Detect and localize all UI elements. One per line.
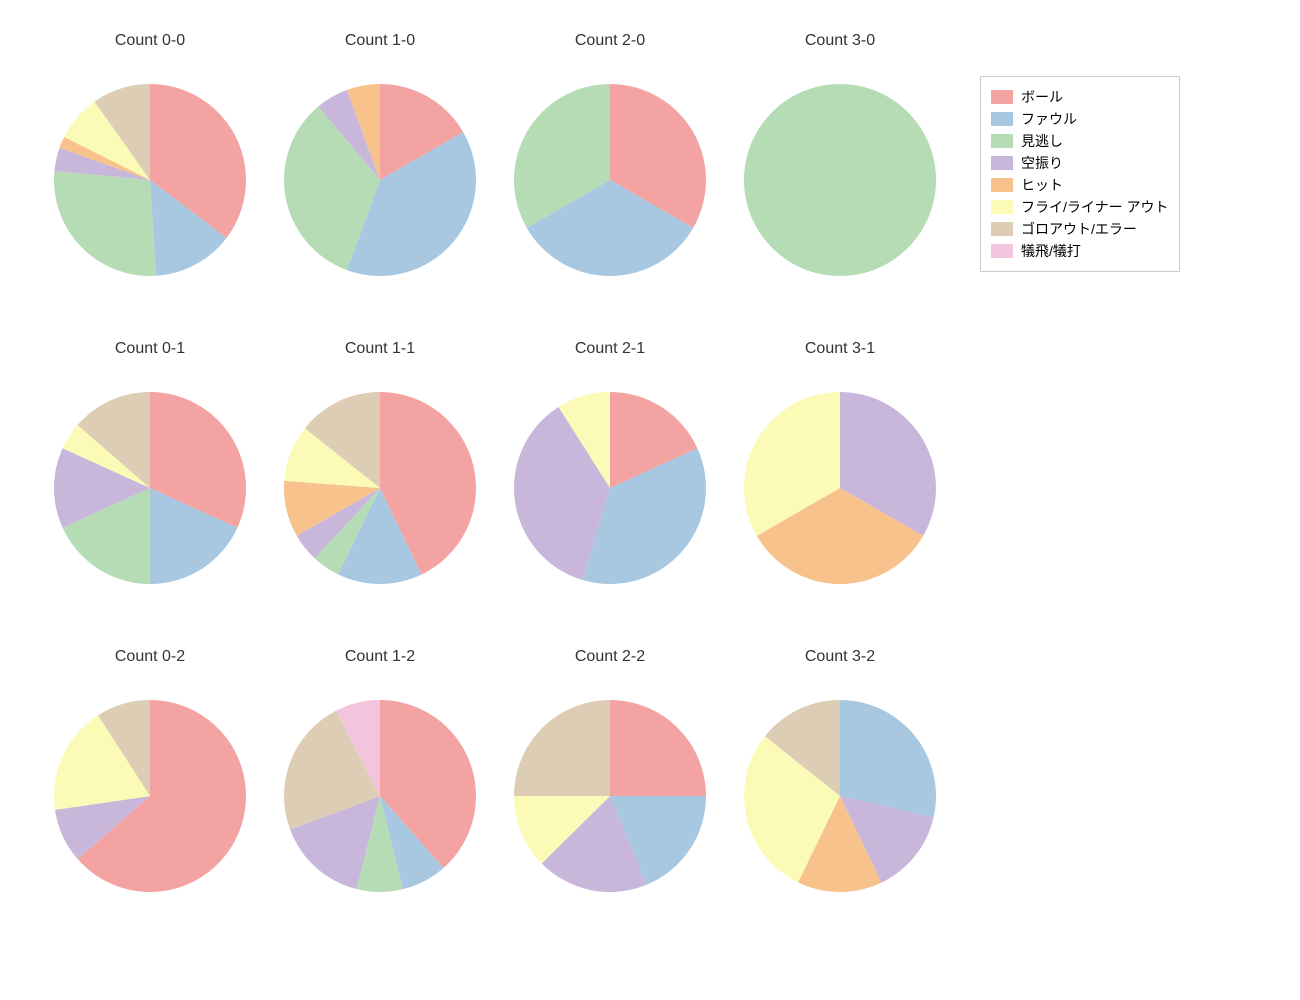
legend-label: ヒット [1021,175,1063,195]
legend-swatch [991,222,1013,236]
legend-item: ゴロアウト/エラー [991,219,1169,239]
legend-item: ボール [991,87,1169,107]
pie-chart [52,390,248,586]
pie-slice [514,700,610,796]
legend-swatch [991,90,1013,104]
pie-chart [52,82,248,278]
legend: ボールファウル見逃し空振りヒットフライ/ライナー アウトゴロアウト/エラー犠飛/… [980,76,1180,272]
pie-chart [742,390,938,586]
legend-item: 見逃し [991,131,1169,151]
legend-item: ファウル [991,109,1169,129]
pie-chart [512,698,708,894]
pie-chart [512,390,708,586]
chart-title: Count 2-2 [500,648,720,666]
pie-chart [282,698,478,894]
chart-title: Count 3-0 [730,32,950,50]
legend-label: 見逃し [1021,131,1063,151]
legend-label: 犠飛/犠打 [1021,241,1081,261]
chart-title: Count 0-0 [40,32,260,50]
legend-swatch [991,178,1013,192]
legend-item: 空振り [991,153,1169,173]
pie-chart [512,82,708,278]
pie-chart [282,390,478,586]
pie-slice [744,84,936,276]
legend-item: 犠飛/犠打 [991,241,1169,261]
legend-swatch [991,200,1013,214]
legend-swatch [991,156,1013,170]
legend-swatch [991,134,1013,148]
legend-label: ボール [1021,87,1063,107]
legend-label: ゴロアウト/エラー [1021,219,1137,239]
pie-slice [54,171,156,276]
chart-title: Count 1-1 [270,340,490,358]
legend-item: フライ/ライナー アウト [991,197,1169,217]
chart-title: Count 0-1 [40,340,260,358]
legend-swatch [991,112,1013,126]
chart-title: Count 2-0 [500,32,720,50]
pie-chart [52,698,248,894]
chart-title: Count 3-1 [730,340,950,358]
chart-title: Count 3-2 [730,648,950,666]
legend-swatch [991,244,1013,258]
legend-label: ファウル [1021,109,1077,129]
pie-chart [282,82,478,278]
chart-title: Count 2-1 [500,340,720,358]
pie-chart [742,82,938,278]
pie-chart [742,698,938,894]
chart-title: Count 0-2 [40,648,260,666]
legend-label: 空振り [1021,153,1063,173]
chart-title: Count 1-2 [270,648,490,666]
legend-item: ヒット [991,175,1169,195]
pie-slice [610,700,706,796]
chart-stage: Count 0-035.313.727.57.89.8Count 1-016.7… [0,0,1300,1000]
legend-label: フライ/ライナー アウト [1021,197,1169,217]
chart-title: Count 1-0 [270,32,490,50]
